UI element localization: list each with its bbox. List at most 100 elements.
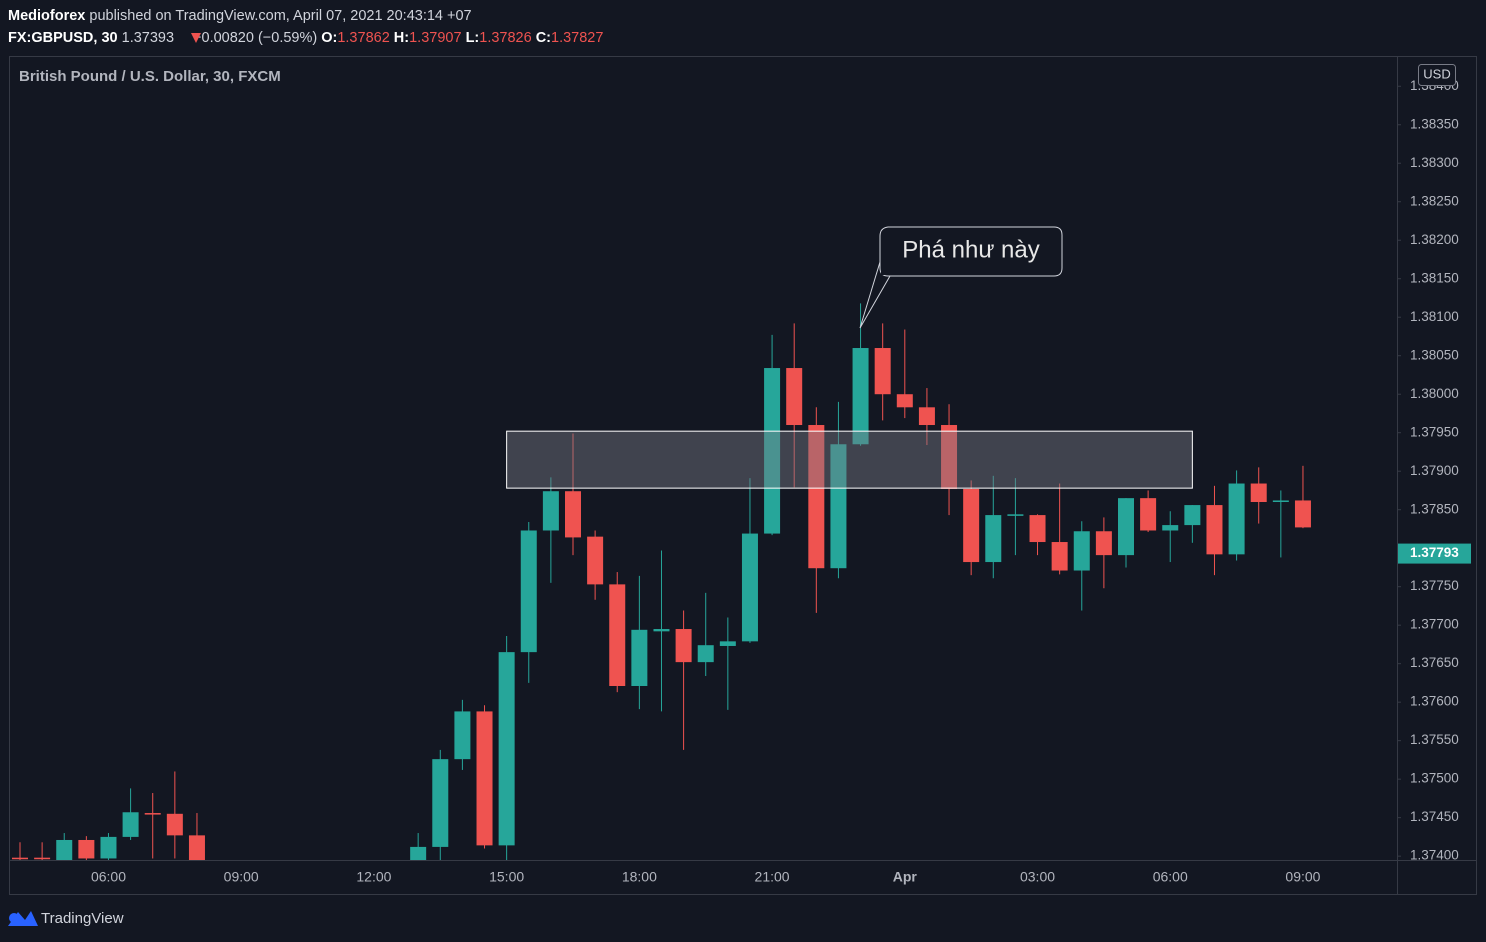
candle-body	[918, 407, 935, 426]
c-value: 1.37827	[551, 30, 603, 46]
y-tick-label: 1.38350	[1410, 116, 1459, 131]
candle-body	[122, 812, 139, 837]
y-tick-label: 1.37500	[1410, 771, 1459, 786]
candle-body	[565, 491, 581, 538]
candle-body	[56, 839, 73, 860]
footer-logo	[8, 911, 38, 926]
last-price-label: 1.37793	[1410, 545, 1459, 560]
candle-body	[1184, 505, 1201, 526]
candle-body	[741, 533, 758, 642]
x-tick-label: 03:00	[1020, 869, 1055, 885]
x-tick-label: 21:00	[755, 869, 790, 885]
x-tick-label: 18:00	[622, 869, 657, 885]
candle-body	[587, 536, 604, 585]
candle-body	[454, 711, 471, 760]
candle-body	[1140, 498, 1157, 531]
candle-body	[542, 491, 559, 531]
candle-body	[78, 839, 95, 859]
candle-body	[1162, 525, 1179, 531]
candle-body	[1206, 505, 1223, 555]
candle-body	[144, 813, 161, 815]
candle-body	[34, 857, 51, 860]
candle-body	[166, 813, 183, 836]
annotation-text: Phá như này	[902, 236, 1040, 263]
change: −0.00820 (−0.59%)	[193, 30, 317, 46]
publisher: Medioforex	[8, 8, 85, 24]
plot	[12, 303, 1311, 860]
x-tick-label: 06:00	[91, 869, 126, 885]
price: 1.37393	[122, 30, 174, 46]
candle-body	[432, 759, 449, 847]
candle-body	[100, 836, 117, 859]
y-tick-label: 1.37750	[1410, 578, 1459, 593]
candle-body	[830, 444, 847, 569]
h-label: H:	[394, 30, 409, 46]
y-tick-label: 1.38250	[1410, 193, 1459, 208]
candle-body	[786, 368, 803, 426]
y-tick-label: 1.37900	[1410, 463, 1459, 478]
header-line-2: FX:GBPUSD, 30 1.37393 −0.00820 (−0.59%) O…	[8, 30, 603, 46]
candle-body	[1272, 500, 1289, 502]
y-tick-label: 1.38050	[1410, 347, 1459, 362]
candle-body	[896, 394, 913, 408]
last-price-box	[1398, 543, 1471, 564]
y-tick-label: 1.37700	[1410, 617, 1459, 632]
candle-body	[188, 835, 205, 860]
c-label: C:	[536, 30, 551, 46]
candle-body	[1294, 500, 1311, 528]
y-tick-label: 1.37600	[1410, 694, 1459, 709]
candle-body	[675, 629, 692, 663]
chart-title: British Pound / U.S. Dollar, 30, FXCM	[19, 68, 281, 85]
y-tick-label: 1.37400	[1410, 848, 1459, 863]
y-tick-label: 1.37650	[1410, 655, 1459, 670]
candle-body	[12, 857, 28, 860]
candle-body	[963, 488, 980, 563]
candle-body	[476, 711, 493, 846]
annotation: Phá như này	[859, 226, 1063, 329]
candle-body	[1073, 531, 1090, 571]
y-tick-label: 1.38300	[1410, 155, 1459, 170]
candle-body	[719, 641, 736, 646]
callout-box	[859, 226, 1063, 329]
candle-body	[1250, 483, 1267, 502]
zone	[506, 430, 1193, 489]
y-tick-label: 1.37850	[1410, 501, 1459, 516]
candle-body	[852, 348, 869, 445]
candle-body	[1007, 514, 1024, 516]
y-tick-label: 1.38000	[1410, 386, 1459, 401]
candle-body	[631, 629, 648, 687]
candle-body	[1051, 542, 1068, 571]
y-tick-label: 1.38200	[1410, 232, 1459, 247]
candle-body	[498, 652, 515, 846]
x-tick-label: 15:00	[489, 869, 524, 885]
y-tick-label: 1.38150	[1410, 270, 1459, 285]
candle-body	[808, 425, 825, 569]
l-label: L:	[466, 30, 480, 46]
footer-brand: TradingView	[41, 910, 124, 927]
currency: USD	[1423, 66, 1450, 81]
callout-join	[881, 264, 896, 275]
y-tick-label: 1.37550	[1410, 732, 1459, 747]
published: published on TradingView.com, April 07, …	[89, 8, 471, 24]
x-tick-label: Apr	[893, 869, 918, 885]
candle-body	[410, 846, 427, 860]
candle-body	[609, 584, 626, 687]
candle-body	[1228, 483, 1245, 555]
y-tick-label: 1.37950	[1410, 424, 1459, 439]
candle-body	[1095, 531, 1112, 556]
candle-body	[653, 629, 670, 632]
currency-box	[1418, 64, 1456, 86]
x-tick-label: 12:00	[356, 869, 391, 885]
candle-body	[1118, 498, 1134, 556]
down-arrow	[191, 33, 201, 43]
chart-frame	[9, 56, 1477, 895]
y-tick-label: 1.38100	[1410, 309, 1459, 324]
x-tick-label: 06:00	[1153, 869, 1188, 885]
l-value: 1.37826	[479, 30, 531, 46]
logo-dot	[9, 913, 19, 923]
price-axis: 1.37400 1.37450 1.37500 1.37550 1.37600 1.376…	[1397, 78, 1471, 863]
candle-body	[985, 515, 1002, 563]
x-tick-label: 09:00	[224, 869, 259, 885]
